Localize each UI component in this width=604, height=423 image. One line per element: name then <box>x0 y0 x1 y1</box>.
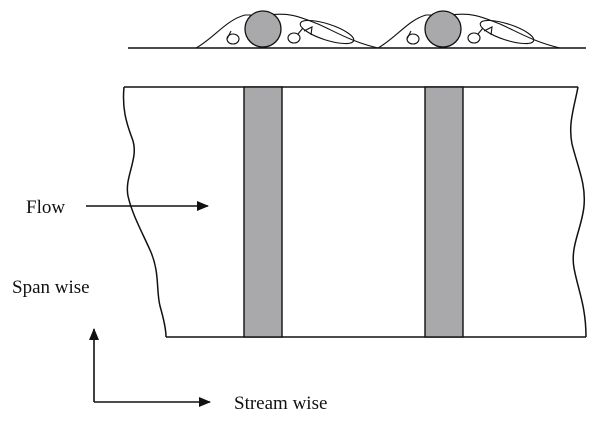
recirculation-vortex-1 <box>299 19 355 45</box>
cross-section-element-2 <box>377 10 561 49</box>
flow-label: Flow <box>26 197 65 218</box>
roughness-element-section-1 <box>244 10 282 48</box>
plan-view <box>122 86 587 338</box>
recirculation-vortex-2 <box>479 19 535 45</box>
roughness-strip-2 <box>424 86 464 338</box>
plan-left-break-line <box>122 86 167 338</box>
roughness-strip-1 <box>243 86 283 338</box>
cross-section-element-1 <box>195 10 379 49</box>
plan-right-break-line <box>569 86 587 338</box>
roughness-element-section-2 <box>424 10 462 48</box>
separation-bubble-outline-2 <box>377 13 561 49</box>
downstream-vortex-1 <box>287 32 301 44</box>
downstream-vortex-2 <box>467 32 481 44</box>
stream-wise-label: Stream wise <box>234 393 327 414</box>
cross-section-view <box>128 10 586 49</box>
span-wise-label: Span wise <box>12 277 90 298</box>
separation-bubble-outline-1 <box>195 13 379 49</box>
